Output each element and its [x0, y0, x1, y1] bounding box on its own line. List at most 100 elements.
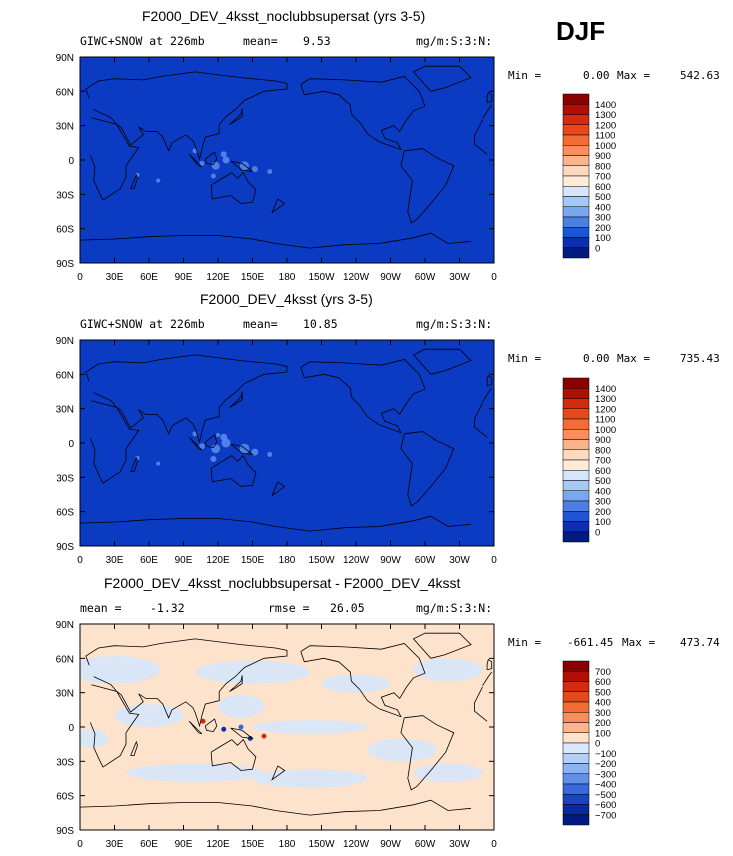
colorbar-label: 1100	[595, 131, 615, 142]
x-tick-label: 120E	[206, 555, 230, 566]
colorbar-box	[562, 206, 590, 218]
colorbar-box	[562, 701, 590, 713]
coastline	[188, 721, 203, 735]
coastline	[300, 76, 426, 151]
panel2-max-value: 735.43	[680, 352, 720, 365]
coastline	[229, 391, 243, 408]
colorbar-box	[562, 470, 590, 481]
coastline	[230, 727, 254, 739]
colorbar-box	[562, 480, 590, 491]
x-tick-label: 180	[279, 555, 296, 566]
colorbar-label: −300	[595, 769, 616, 780]
colorbar-box	[562, 753, 590, 764]
x-tick-label: 90E	[175, 555, 193, 566]
panel2-min-label: Min =	[508, 352, 542, 365]
colorbar-label: 800	[595, 161, 611, 172]
y-tick-label: 60N	[56, 87, 74, 98]
x-tick-label: 90E	[175, 839, 193, 850]
colorbar-box	[562, 742, 590, 754]
colorbar-box	[562, 104, 590, 115]
x-tick-label: 120E	[206, 839, 230, 850]
ice-spot	[210, 456, 217, 463]
colorbar-box	[562, 93, 590, 105]
x-tick-label: 60W	[415, 839, 436, 850]
y-tick-label: 0	[68, 723, 74, 734]
panel2-units: mg/m:S:3:N:	[416, 317, 493, 331]
panel1-units: mg/m:S:3:N:	[416, 34, 493, 48]
coastline	[89, 400, 488, 484]
y-tick-label: 90S	[56, 826, 74, 837]
colorbar-label: 1000	[595, 141, 616, 152]
colorbar-box	[562, 408, 590, 420]
anomaly-spot	[261, 733, 267, 739]
ice-spot	[156, 461, 161, 466]
negative-anomaly-region	[367, 738, 437, 762]
coastline	[210, 454, 257, 487]
coastline	[486, 658, 493, 671]
ice-spot	[210, 173, 216, 179]
colorbar-label: 800	[595, 445, 611, 456]
panel2-mean-value: 10.85	[303, 317, 338, 331]
ice-spot	[156, 178, 161, 183]
panel3-rmse-label: rmse =	[268, 601, 310, 615]
colorbar-box	[562, 804, 590, 815]
x-tick-label: 30E	[106, 839, 124, 850]
colorbar-box	[562, 511, 590, 522]
x-tick-label: 30W	[449, 555, 470, 566]
colorbar-label: 0	[595, 243, 600, 254]
colorbar-label: 1400	[595, 100, 616, 111]
x-tick-label: 30W	[449, 839, 470, 850]
colorbar-label: 600	[595, 466, 611, 477]
panel1-title: F2000_DEV_4ksst_noclubbsupersat (yrs 3-5…	[142, 8, 426, 24]
coastline	[486, 91, 493, 104]
x-tick-label: 150W	[308, 272, 335, 283]
colorbar-label: 500	[595, 476, 611, 487]
colorbar-label: 700	[595, 667, 611, 678]
coastline	[85, 354, 493, 444]
colorbar-label: −500	[595, 790, 616, 801]
x-tick-label: 120E	[206, 272, 230, 283]
colorbar-box	[562, 398, 590, 409]
negative-anomaly-region	[413, 763, 483, 782]
colorbar-box	[562, 155, 590, 166]
colorbar-label: 400	[595, 698, 611, 709]
panel3-title: F2000_DEV_4ksst_noclubbsupersat - F2000_…	[104, 575, 461, 591]
colorbar-label: 1100	[595, 415, 615, 426]
colorbar-label: −700	[595, 810, 616, 821]
colorbar-label: 900	[595, 435, 611, 446]
ice-spot	[267, 451, 273, 457]
colorbar-box	[562, 418, 590, 430]
coastline	[204, 151, 218, 166]
x-tick-label: 60E	[140, 272, 158, 283]
colorbar-box	[562, 763, 590, 774]
ice-spot	[211, 161, 220, 170]
coastline	[204, 434, 218, 449]
x-tick-label: 30E	[106, 555, 124, 566]
colorbar-label: 1200	[595, 120, 616, 131]
negative-anomaly-region	[114, 704, 184, 727]
y-tick-label: 60S	[56, 508, 74, 519]
anomaly-spot	[238, 724, 244, 730]
colorbar-label: 100	[595, 728, 611, 739]
colorbar-label: −400	[595, 780, 616, 791]
colorbar-box	[562, 459, 590, 471]
negative-anomaly-region	[80, 729, 109, 748]
colorbar-box	[562, 490, 590, 502]
colorbar-box	[562, 377, 590, 389]
panel3-max-label: Max =	[622, 636, 656, 649]
x-tick-label: 0	[491, 839, 497, 850]
coastline	[130, 740, 138, 756]
y-tick-label: 30S	[56, 473, 74, 484]
panel3-mean-value: -1.32	[150, 601, 185, 615]
colorbar-label: −600	[595, 800, 616, 811]
map-background	[80, 57, 494, 263]
colorbar-label: 500	[595, 687, 611, 698]
coastline	[89, 684, 488, 768]
map-background	[80, 340, 494, 546]
colorbar-box	[562, 660, 590, 672]
coastline	[80, 799, 472, 816]
panel2-field-label: GIWC+SNOW at 226mb	[80, 317, 205, 331]
